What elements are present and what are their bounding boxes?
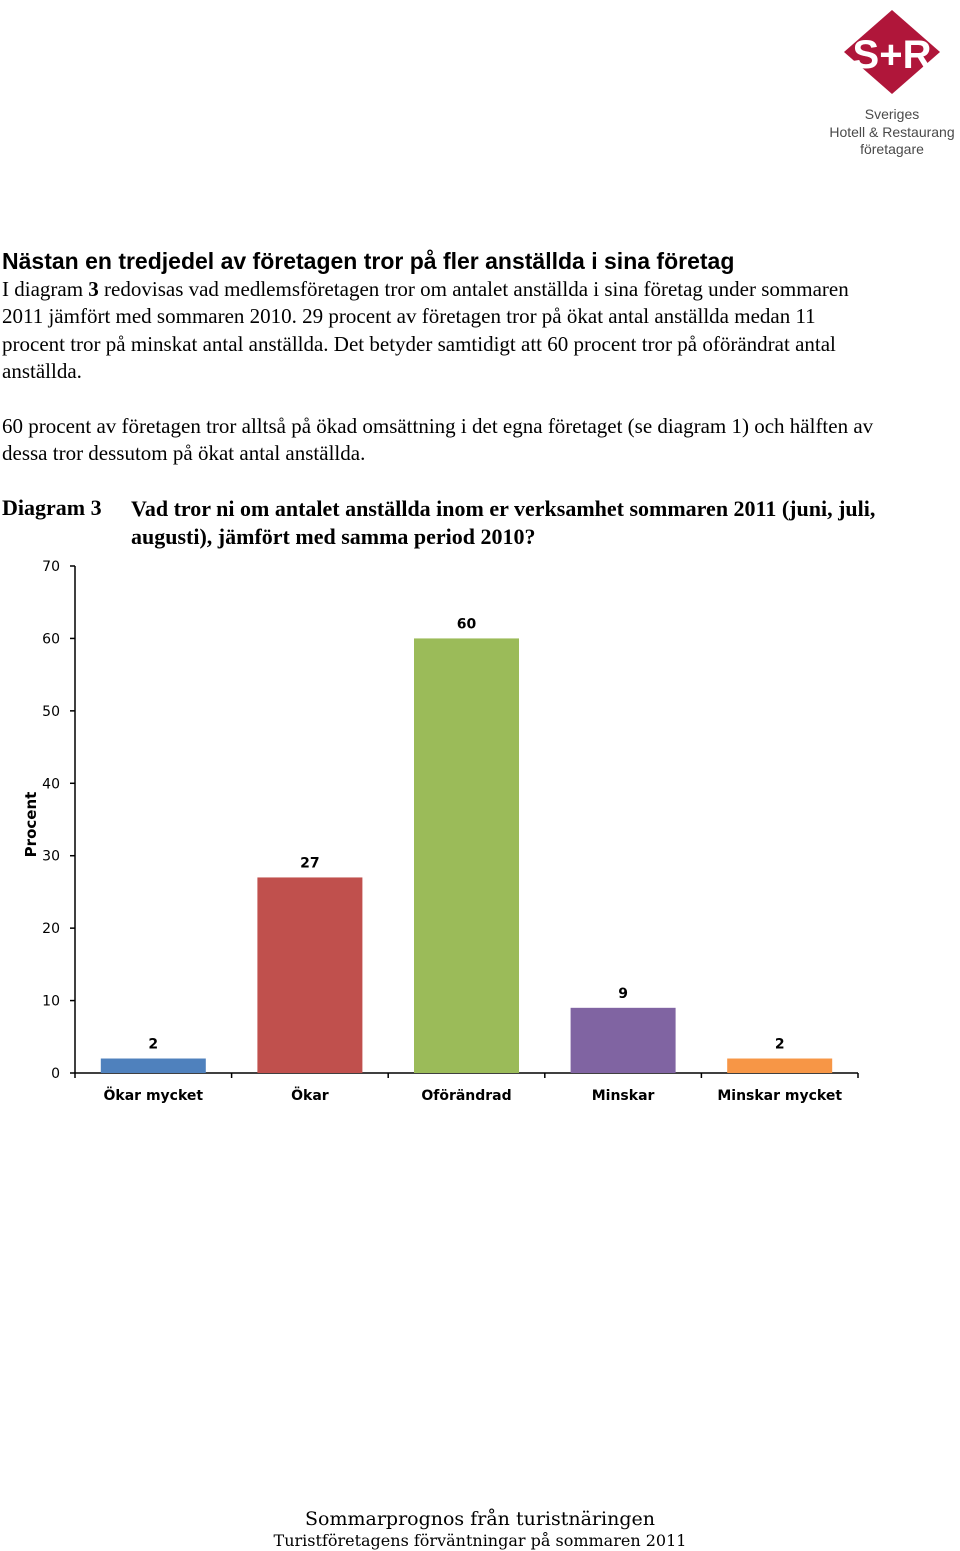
y-tick-label: 20 <box>42 921 60 937</box>
paragraph-2: 60 procent av företagen tror alltså på ö… <box>2 414 874 466</box>
logo-line3: företagare <box>860 141 924 157</box>
paragraph-1-post: redovisas vad medlemsföretagen tror om a… <box>2 277 849 383</box>
category-label: Ökar <box>291 1086 329 1104</box>
logo-diamond <box>844 10 940 94</box>
y-tick-label: 40 <box>42 776 60 792</box>
footer-line1: Sommarprognos från turistnäringen <box>305 1508 655 1530</box>
diagram-title: Vad tror ni om antalet anställda inom er… <box>131 496 876 549</box>
y-tick-label: 70 <box>42 559 60 575</box>
y-axis-title: Procent <box>22 792 40 858</box>
y-tick-label: 30 <box>42 849 60 865</box>
logo-line1: Sveriges <box>864 106 920 122</box>
y-tick-label: 50 <box>42 704 60 720</box>
bar-3 <box>414 638 519 1073</box>
paragraph-1-pre: I diagram <box>2 277 89 301</box>
data-label: 2 <box>148 1037 158 1053</box>
paragraph-1-bold: 3 <box>88 277 99 301</box>
category-label: Minskar mycket <box>717 1088 842 1104</box>
bar-1 <box>100 1058 206 1073</box>
logo-line2: Hotell & Restaurang <box>829 124 955 140</box>
y-tick-label: 0 <box>51 1066 60 1082</box>
footer-line2: Turistföretagens förväntningar på sommar… <box>273 1531 687 1550</box>
category-label: Oförändrad <box>421 1088 511 1104</box>
section-heading: Nästan en tredjedel av företagen tror på… <box>2 248 735 274</box>
data-label: 9 <box>618 986 628 1002</box>
diagram-label: Diagram 3 <box>2 495 102 520</box>
logo-diamond-icon: S+R <box>844 10 940 94</box>
bar-chart: 0 10 20 30 40 50 60 70 Procent 2 Ökar mycket 27 Ökar… <box>22 559 859 1104</box>
logo-mark: S+R <box>853 33 932 77</box>
bar-5 <box>727 1058 833 1073</box>
y-tick-label: 10 <box>42 994 60 1010</box>
company-logo: S+R Sveriges Hotell & Restaurang företag… <box>826 6 958 162</box>
data-label: 2 <box>775 1037 785 1053</box>
y-tick-label: 60 <box>42 631 60 647</box>
data-label: 27 <box>300 855 319 871</box>
data-label: 60 <box>457 616 477 632</box>
paragraph-1: I diagram 3 redovisas vad medlemsföretag… <box>2 276 882 385</box>
category-label: Minskar <box>592 1088 655 1104</box>
bar-2 <box>257 877 363 1073</box>
category-label: Ökar mycket <box>104 1086 204 1104</box>
bar-4 <box>570 1007 676 1073</box>
